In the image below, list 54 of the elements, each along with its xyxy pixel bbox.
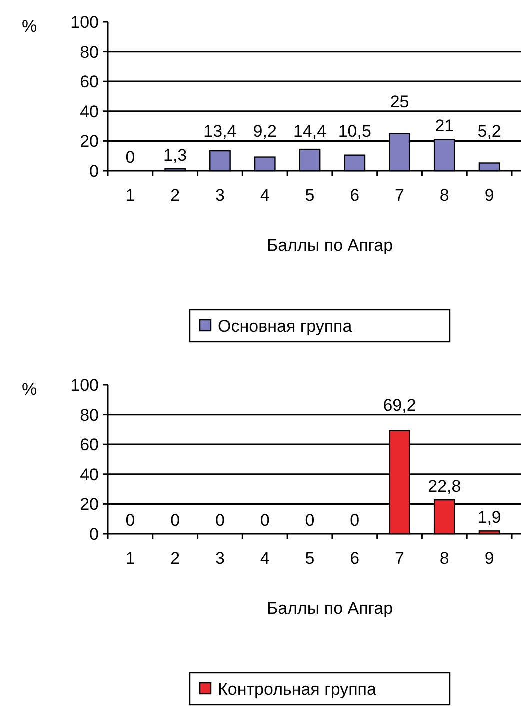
data-label: 21 (435, 116, 454, 136)
y-tick-label: 60 (80, 72, 99, 92)
data-label: 5,2 (478, 122, 502, 142)
y-tick-label: 100 (70, 376, 99, 395)
x-tick-label: 6 (350, 549, 360, 568)
data-label: 0 (126, 148, 136, 167)
y-tick-label: 80 (80, 42, 99, 62)
x-tick-label: 3 (215, 549, 225, 568)
y-tick-label: 100 (70, 12, 99, 32)
y-tick-label: 0 (90, 162, 99, 181)
x-tick-label: 1 (126, 186, 136, 205)
y-tick-label: 20 (80, 495, 99, 514)
data-label: 0 (170, 511, 180, 530)
x-tick-label: 2 (170, 186, 180, 205)
x-tick-label: 5 (305, 186, 315, 205)
x-tick-label: 7 (395, 549, 405, 568)
y-tick-label: 60 (80, 436, 99, 455)
x-tick-label: 9 (484, 549, 494, 568)
data-label: 0 (126, 511, 136, 530)
x-tick-label: 4 (260, 549, 270, 568)
x-tick-label: 2 (170, 549, 180, 568)
x-tick-label: 8 (440, 186, 450, 205)
data-label: 0 (215, 511, 225, 530)
legend-label: Основная группа (218, 316, 353, 336)
x-tick-label: 8 (440, 549, 450, 568)
x-tick-label: 1 (126, 549, 136, 568)
y-tick-label: 40 (80, 465, 99, 484)
x-tick-label: 6 (350, 186, 360, 205)
data-label: 0 (260, 511, 270, 530)
x-tick-label: 5 (305, 549, 315, 568)
y-axis-title: % (22, 17, 38, 36)
x-axis-title: Баллы по Апгар (266, 599, 394, 618)
data-label: 0 (350, 511, 360, 530)
data-label: 14,4 (293, 122, 327, 142)
data-label: 25 (390, 92, 410, 112)
x-tick-label: 7 (395, 186, 405, 205)
y-axis-title: % (22, 380, 38, 399)
data-label: 1,9 (478, 508, 502, 528)
data-label: 9,2 (253, 122, 277, 142)
x-tick-label: 4 (260, 186, 270, 205)
data-label: 10,5 (338, 122, 372, 142)
data-label: 0 (305, 511, 315, 530)
y-tick-label: 20 (80, 132, 99, 152)
x-tick-label: 9 (484, 186, 494, 205)
data-label: 69,2 (383, 396, 416, 415)
data-label: 22,8 (428, 477, 462, 496)
x-axis-title: Баллы по Апгар (266, 236, 394, 255)
y-tick-label: 80 (80, 406, 99, 425)
data-label: 1,3 (164, 146, 188, 166)
legend-label: Контрольная группа (218, 680, 377, 699)
data-label: 13,4 (204, 122, 237, 142)
x-tick-label: 3 (215, 186, 225, 205)
y-tick-label: 40 (80, 102, 99, 122)
y-tick-label: 0 (90, 524, 99, 544)
